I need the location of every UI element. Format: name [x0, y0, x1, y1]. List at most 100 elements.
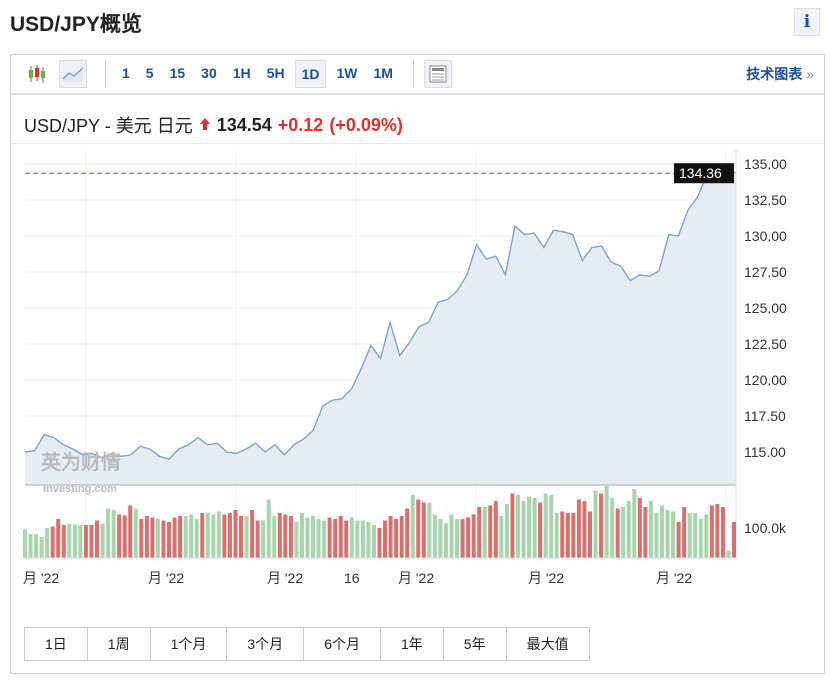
volume-bar: [172, 517, 177, 558]
price-change-percent: (+0.09%): [329, 114, 403, 135]
volume-bar: [72, 524, 77, 558]
volume-bar: [111, 510, 116, 558]
volume-bar: [565, 513, 570, 558]
range-button[interactable]: 5年: [444, 628, 507, 660]
volume-bar: [698, 519, 703, 558]
candlestick-icon[interactable]: [23, 60, 51, 88]
volume-bar: [45, 528, 50, 558]
news-layout-icon[interactable]: [423, 60, 452, 88]
watermark-logo: 英为财情: [41, 450, 121, 474]
volume-bar: [266, 499, 271, 558]
toolbar-divider: [412, 60, 414, 88]
volume-bar: [167, 522, 172, 558]
volume-bar: [366, 522, 371, 558]
volume-bar: [549, 495, 554, 558]
interval-1w[interactable]: 1W: [336, 65, 358, 81]
volume-bar: [61, 525, 66, 558]
volume-bar: [244, 516, 249, 558]
volume-bar: [732, 522, 736, 558]
interval-30[interactable]: 30: [201, 65, 217, 81]
volume-bar: [654, 513, 659, 558]
volume-bar: [371, 525, 376, 558]
range-button[interactable]: 6个月: [304, 628, 381, 660]
volume-bar: [89, 525, 94, 558]
price-chart[interactable]: 115.00 117.50 120.00 122.50 125.00 127.50 130.…: [11, 55, 826, 615]
x-tick-label: 月 '22: [656, 570, 692, 586]
volume-bar: [355, 520, 360, 558]
volume-bar: [538, 502, 543, 558]
volume-bar: [543, 493, 548, 558]
divider: [11, 143, 824, 144]
x-tick-label: 16: [344, 570, 360, 586]
volume-bar: [671, 511, 676, 558]
interval-1[interactable]: 1: [122, 65, 130, 81]
interval-1h[interactable]: 1H: [232, 65, 251, 81]
volume-bar: [515, 495, 520, 558]
volume-bar: [610, 498, 615, 558]
range-button[interactable]: 3个月: [227, 628, 305, 660]
volume-bar: [50, 526, 55, 558]
volume-bar: [410, 495, 415, 558]
volume-bar: [227, 513, 232, 558]
volume-bar: [399, 516, 404, 558]
volume-bar: [299, 513, 304, 558]
volume-bar: [637, 498, 642, 558]
chart-widget: 1 5 15 30 1H 5H 1D 1W 1M 技术图表» USD/JPY - 美元 日元 1…: [10, 54, 825, 674]
range-button[interactable]: 1周: [88, 628, 151, 660]
quote-header: USD/JPY - 美元 日元 134.54 +0.12 (+0.09%): [24, 112, 403, 138]
area-chart-icon[interactable]: [59, 60, 87, 88]
technical-chart-link[interactable]: 技术图表»: [746, 64, 814, 84]
range-selector: 1日 1周 1个月 3个月 6个月 1年 5年 最大值: [24, 627, 590, 661]
volume-bar: [587, 511, 592, 558]
y-tick-label: 127.50: [744, 264, 787, 280]
volume-bar: [161, 520, 166, 558]
price-area: [25, 166, 736, 485]
volume-bar: [139, 519, 144, 558]
interval-5h[interactable]: 5H: [266, 65, 285, 81]
volume-bar: [200, 513, 205, 558]
volume-bar: [360, 520, 365, 558]
volume-bar: [665, 510, 670, 558]
range-button[interactable]: 最大值: [526, 636, 569, 652]
volume-bar: [283, 514, 288, 558]
volume-bar: [183, 516, 188, 558]
info-button[interactable]: i: [794, 8, 820, 36]
volume-bar: [194, 519, 199, 558]
range-button[interactable]: 1年: [381, 628, 444, 660]
range-button[interactable]: 1日: [25, 628, 88, 660]
volume-bar: [438, 519, 443, 558]
volume-bar: [349, 517, 354, 558]
volume-bar: [255, 520, 260, 558]
volume-bar: [394, 519, 399, 558]
volume-bar: [560, 511, 565, 558]
interval-5[interactable]: 5: [145, 65, 154, 81]
volume-bar: [488, 505, 493, 558]
volume-bar: [333, 519, 338, 558]
volume-bar: [682, 507, 687, 558]
volume-bar: [216, 511, 221, 558]
x-tick-label: 月 '22: [148, 570, 184, 586]
interval-1m[interactable]: 1M: [373, 65, 393, 81]
volume-bar: [687, 513, 692, 558]
x-tick-label: 月 '22: [398, 570, 434, 586]
volume-bar: [720, 507, 725, 558]
toolbar-divider: [105, 60, 106, 88]
range-button[interactable]: 1个月: [151, 628, 228, 660]
volume-bar: [294, 522, 299, 558]
volume-bar: [288, 516, 293, 558]
volume-bar: [122, 515, 127, 558]
y-tick-label: 125.00: [744, 300, 787, 316]
volume-bar: [704, 514, 709, 558]
volume-bar: [554, 513, 559, 558]
volume-bar: [155, 519, 160, 558]
x-tick-label: 月 '22: [267, 570, 303, 586]
interval-15[interactable]: 15: [169, 65, 186, 81]
interval-1d[interactable]: 1D: [294, 60, 327, 88]
volume-bar: [106, 508, 111, 558]
volume-bar: [261, 520, 266, 558]
volume-bar: [39, 537, 44, 558]
volume-bar: [233, 510, 238, 558]
y-tick-label: 135.00: [744, 156, 787, 172]
volume-bar: [726, 550, 731, 558]
volume-bar: [621, 507, 626, 558]
